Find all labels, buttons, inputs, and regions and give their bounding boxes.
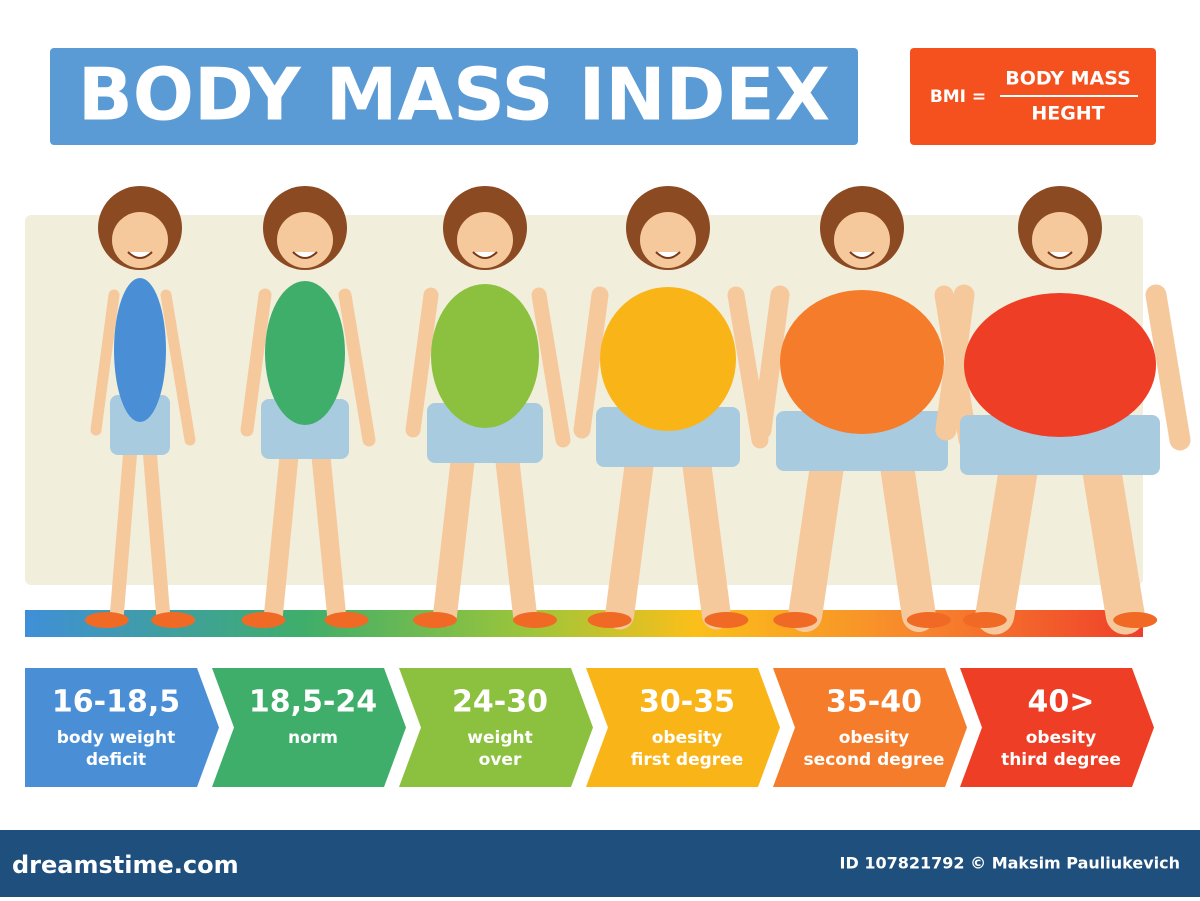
category-label: deficit <box>86 750 146 770</box>
scale-arrow <box>960 668 1154 787</box>
shoe <box>513 612 557 628</box>
smile <box>655 251 681 259</box>
shorts <box>110 395 170 455</box>
smile <box>292 251 318 259</box>
face <box>277 212 333 268</box>
shoe <box>587 612 632 628</box>
title: BODY MASS INDEX <box>78 53 830 137</box>
figures <box>84 186 1191 635</box>
scale-arrow <box>773 668 967 787</box>
range-label: 40> <box>1028 685 1095 720</box>
category-label: first degree <box>631 750 743 770</box>
category-label: obesity <box>652 728 723 748</box>
smile <box>127 251 153 259</box>
range-label: 30-35 <box>639 685 735 720</box>
arm <box>573 286 609 439</box>
shoe <box>413 612 457 628</box>
category-label: over <box>479 750 522 770</box>
scale-arrow <box>399 668 593 787</box>
arm <box>338 288 376 447</box>
torso <box>964 293 1156 437</box>
shorts <box>427 403 543 463</box>
shoe <box>241 612 286 628</box>
footer-bar <box>0 830 1200 897</box>
smile <box>849 251 875 259</box>
face <box>457 212 513 268</box>
leg <box>263 430 301 625</box>
category-label: norm <box>288 728 338 748</box>
category-label: obesity <box>839 728 910 748</box>
floor-bar <box>25 610 1143 637</box>
arm <box>240 288 272 437</box>
leg <box>309 430 347 625</box>
torso <box>114 278 166 422</box>
arm <box>935 284 975 441</box>
footer-credit: ID 107821792 © Maksim Pauliukevich <box>840 854 1180 873</box>
scale-arrow <box>586 668 780 787</box>
shoe <box>84 612 129 628</box>
shorts <box>776 411 948 471</box>
leg <box>109 433 139 622</box>
leg <box>433 428 477 627</box>
face <box>834 212 890 268</box>
scale-arrow <box>212 668 406 787</box>
category-label: second degree <box>804 750 945 770</box>
torso <box>265 281 345 425</box>
torso <box>780 290 944 434</box>
leg <box>141 433 171 622</box>
formula-denominator: HEGHT <box>1031 103 1104 125</box>
leg <box>605 425 657 630</box>
range-label: 24-30 <box>452 685 548 720</box>
shoe <box>704 612 749 628</box>
arm <box>405 287 439 438</box>
torso <box>431 284 539 428</box>
category-label: body weight <box>57 728 175 748</box>
range-label: 16-18,5 <box>52 685 180 720</box>
arm <box>90 289 120 436</box>
arm <box>160 289 196 446</box>
shorts <box>596 407 740 467</box>
shorts <box>960 415 1160 475</box>
shoe <box>906 612 951 628</box>
face <box>640 212 696 268</box>
face <box>112 212 168 268</box>
shoe <box>151 612 196 628</box>
arm <box>531 287 571 448</box>
smile <box>1047 251 1073 259</box>
smile <box>472 251 498 259</box>
scale-arrow <box>25 668 219 787</box>
shoe <box>1113 612 1158 628</box>
shoe <box>324 612 369 628</box>
formula-lhs: BMI = <box>930 87 986 107</box>
torso <box>600 287 736 431</box>
arm <box>1145 284 1191 451</box>
formula-numerator: BODY MASS <box>1005 68 1131 90</box>
shoe <box>962 612 1007 628</box>
category-label: weight <box>467 728 532 748</box>
title-box <box>50 48 858 145</box>
shorts <box>261 399 349 459</box>
arm <box>752 285 790 440</box>
leg <box>679 425 731 630</box>
face <box>1032 212 1088 268</box>
shoe <box>773 612 818 628</box>
category-label: third degree <box>1001 750 1121 770</box>
category-label: obesity <box>1026 728 1097 748</box>
leg <box>493 428 537 627</box>
range-label: 35-40 <box>826 685 922 720</box>
footer-site: dreamstime.com <box>12 851 239 879</box>
range-label: 18,5-24 <box>249 685 377 720</box>
